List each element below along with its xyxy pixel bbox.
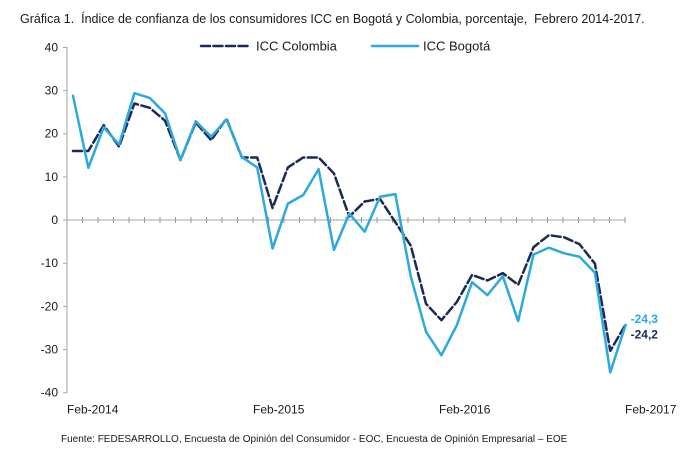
svg-text:Feb-2016: Feb-2016 [439, 403, 491, 417]
svg-text:Feb-2014: Feb-2014 [67, 403, 119, 417]
svg-text:-24,3: -24,3 [631, 312, 659, 326]
svg-text:-10: -10 [41, 256, 59, 270]
svg-text:10: 10 [45, 170, 59, 184]
svg-text:-24,2: -24,2 [631, 328, 659, 342]
svg-text:Feb-2017: Feb-2017 [625, 403, 677, 417]
svg-text:20: 20 [45, 127, 59, 141]
svg-text:-20: -20 [41, 299, 59, 313]
svg-text:ICC Bogotá: ICC Bogotá [423, 39, 491, 54]
svg-text:0: 0 [51, 213, 58, 227]
svg-text:-40: -40 [41, 386, 59, 400]
svg-text:-30: -30 [41, 343, 59, 357]
svg-text:30: 30 [45, 84, 59, 98]
svg-text:ICC Colombia: ICC Colombia [256, 39, 338, 54]
svg-text:40: 40 [45, 40, 59, 54]
svg-text:Feb-2015: Feb-2015 [253, 403, 305, 417]
